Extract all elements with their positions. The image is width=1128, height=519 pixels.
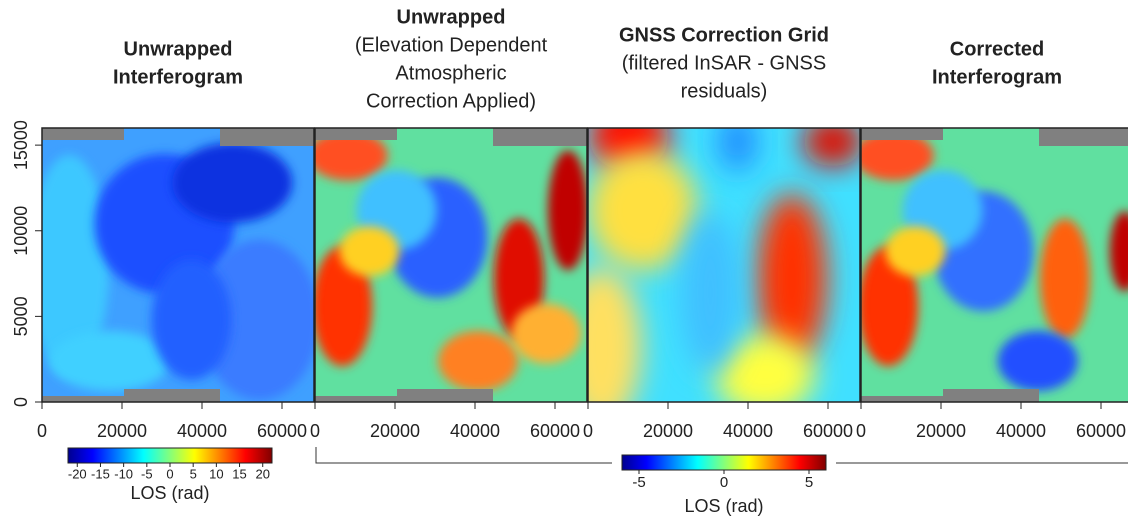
heatmap-blob	[714, 334, 815, 402]
x-tick-label: 40000	[450, 421, 500, 441]
colorbar-tick-label: 0	[166, 466, 173, 481]
nodata-mask	[220, 128, 314, 146]
heatmap-blob	[717, 128, 758, 172]
x-tick-label: 20000	[370, 421, 420, 441]
nodata-mask	[397, 389, 493, 402]
heatmap-blob	[997, 330, 1078, 391]
heatmap-image	[315, 128, 587, 402]
y-tick-label: 5000	[11, 296, 31, 336]
nodata-mask	[42, 128, 124, 140]
colorbar-tick-label: -15	[91, 466, 110, 481]
x-tick-label: 20000	[97, 421, 147, 441]
heatmap-blob	[861, 246, 919, 367]
panel-title: Unwrapped	[397, 6, 506, 28]
heatmap-blob	[757, 193, 827, 364]
heatmap-blob	[172, 142, 293, 223]
colorbar-tick-label: -20	[68, 466, 87, 481]
x-tick-label: 60000	[530, 421, 580, 441]
colorbar-tick-label: 0	[720, 474, 728, 491]
colorbar-tick-label: -5	[141, 466, 153, 481]
x-tick-label: 40000	[723, 421, 773, 441]
x-tick-label: 60000	[257, 421, 307, 441]
nodata-mask	[42, 396, 124, 402]
x-tick-label: 60000	[803, 421, 853, 441]
colorbar-tick-label: -10	[114, 466, 133, 481]
y-tick-label: 15000	[11, 120, 31, 170]
x-tick-label: 0	[37, 421, 47, 441]
nodata-mask	[493, 128, 587, 146]
colorbar-tick-label: 5	[805, 474, 813, 491]
heatmap-blob	[50, 330, 170, 391]
panel-subtitle: (filtered InSAR - GNSS	[622, 52, 827, 74]
x-tick-label: 0	[856, 421, 866, 441]
heatmap-blob	[315, 130, 388, 181]
colorbar-label: LOS (rad)	[684, 496, 763, 516]
heatmap-blob	[339, 226, 400, 277]
colorbar-tick-label: 10	[209, 466, 223, 481]
colorbar-tick-label: -5	[632, 474, 645, 491]
nodata-mask	[1039, 128, 1128, 146]
heatmap-blob	[588, 267, 642, 402]
colorbar	[67, 447, 273, 464]
x-tick-label: 40000	[177, 421, 227, 441]
panel-frame	[587, 127, 861, 403]
colorbar	[621, 454, 827, 471]
panel-title: Unwrapped	[124, 38, 233, 60]
heatmap-blob	[438, 330, 519, 391]
panel-title: Interferogram	[932, 66, 1062, 88]
panel-subtitle: residuals)	[681, 80, 768, 102]
heatmap-image	[588, 128, 860, 402]
heatmap-blob	[547, 150, 587, 271]
heatmap-blob	[680, 212, 741, 373]
heatmap-blob	[861, 130, 934, 181]
nodata-mask	[315, 396, 397, 402]
heatmap-blob	[885, 226, 946, 277]
nodata-mask	[861, 396, 943, 402]
panel-title: Corrected	[950, 38, 1044, 60]
x-tick-label: 20000	[643, 421, 693, 441]
y-tick-label: 0	[11, 397, 31, 407]
heatmap-blob	[1040, 218, 1090, 339]
nodata-mask	[943, 389, 1039, 402]
heatmap-blob	[199, 239, 314, 400]
y-tick-label: 10000	[11, 206, 31, 256]
panel-subtitle: (Elevation Dependent	[355, 34, 548, 56]
colorbar-label: LOS (rad)	[130, 483, 209, 503]
x-tick-label: 0	[583, 421, 593, 441]
panel-subtitle: Atmospheric	[395, 62, 506, 84]
heatmap-blob	[802, 128, 860, 167]
heatmap-blob	[511, 303, 582, 364]
colorbar-tick-label: 15	[232, 466, 246, 481]
heatmap-image	[861, 128, 1128, 402]
heatmap-blob	[588, 150, 698, 271]
heatmap-blob	[42, 155, 110, 375]
heatmap-image	[42, 128, 314, 402]
nodata-mask	[124, 389, 220, 402]
heatmap-blob	[151, 259, 232, 380]
panel-frame	[860, 127, 1128, 403]
x-tick-label: 60000	[1076, 421, 1126, 441]
panel-subtitle: Correction Applied)	[366, 90, 536, 112]
colorbar-tick-label: 5	[190, 466, 197, 481]
bracket-left	[315, 447, 612, 464]
panel-frame	[314, 127, 588, 403]
bracket	[315, 447, 1128, 464]
x-tick-label: 0	[310, 421, 320, 441]
heatmap-blob	[1109, 211, 1128, 292]
heatmap-blob	[315, 246, 373, 367]
panel-title: GNSS Correction Grid	[619, 24, 829, 46]
panel-frame	[41, 127, 315, 403]
panel-title: Interferogram	[113, 66, 243, 88]
x-tick-label: 40000	[996, 421, 1046, 441]
nodata-mask	[861, 128, 943, 140]
colorbar-tick-label: 20	[255, 466, 269, 481]
nodata-mask	[315, 128, 397, 140]
x-tick-label: 20000	[916, 421, 966, 441]
